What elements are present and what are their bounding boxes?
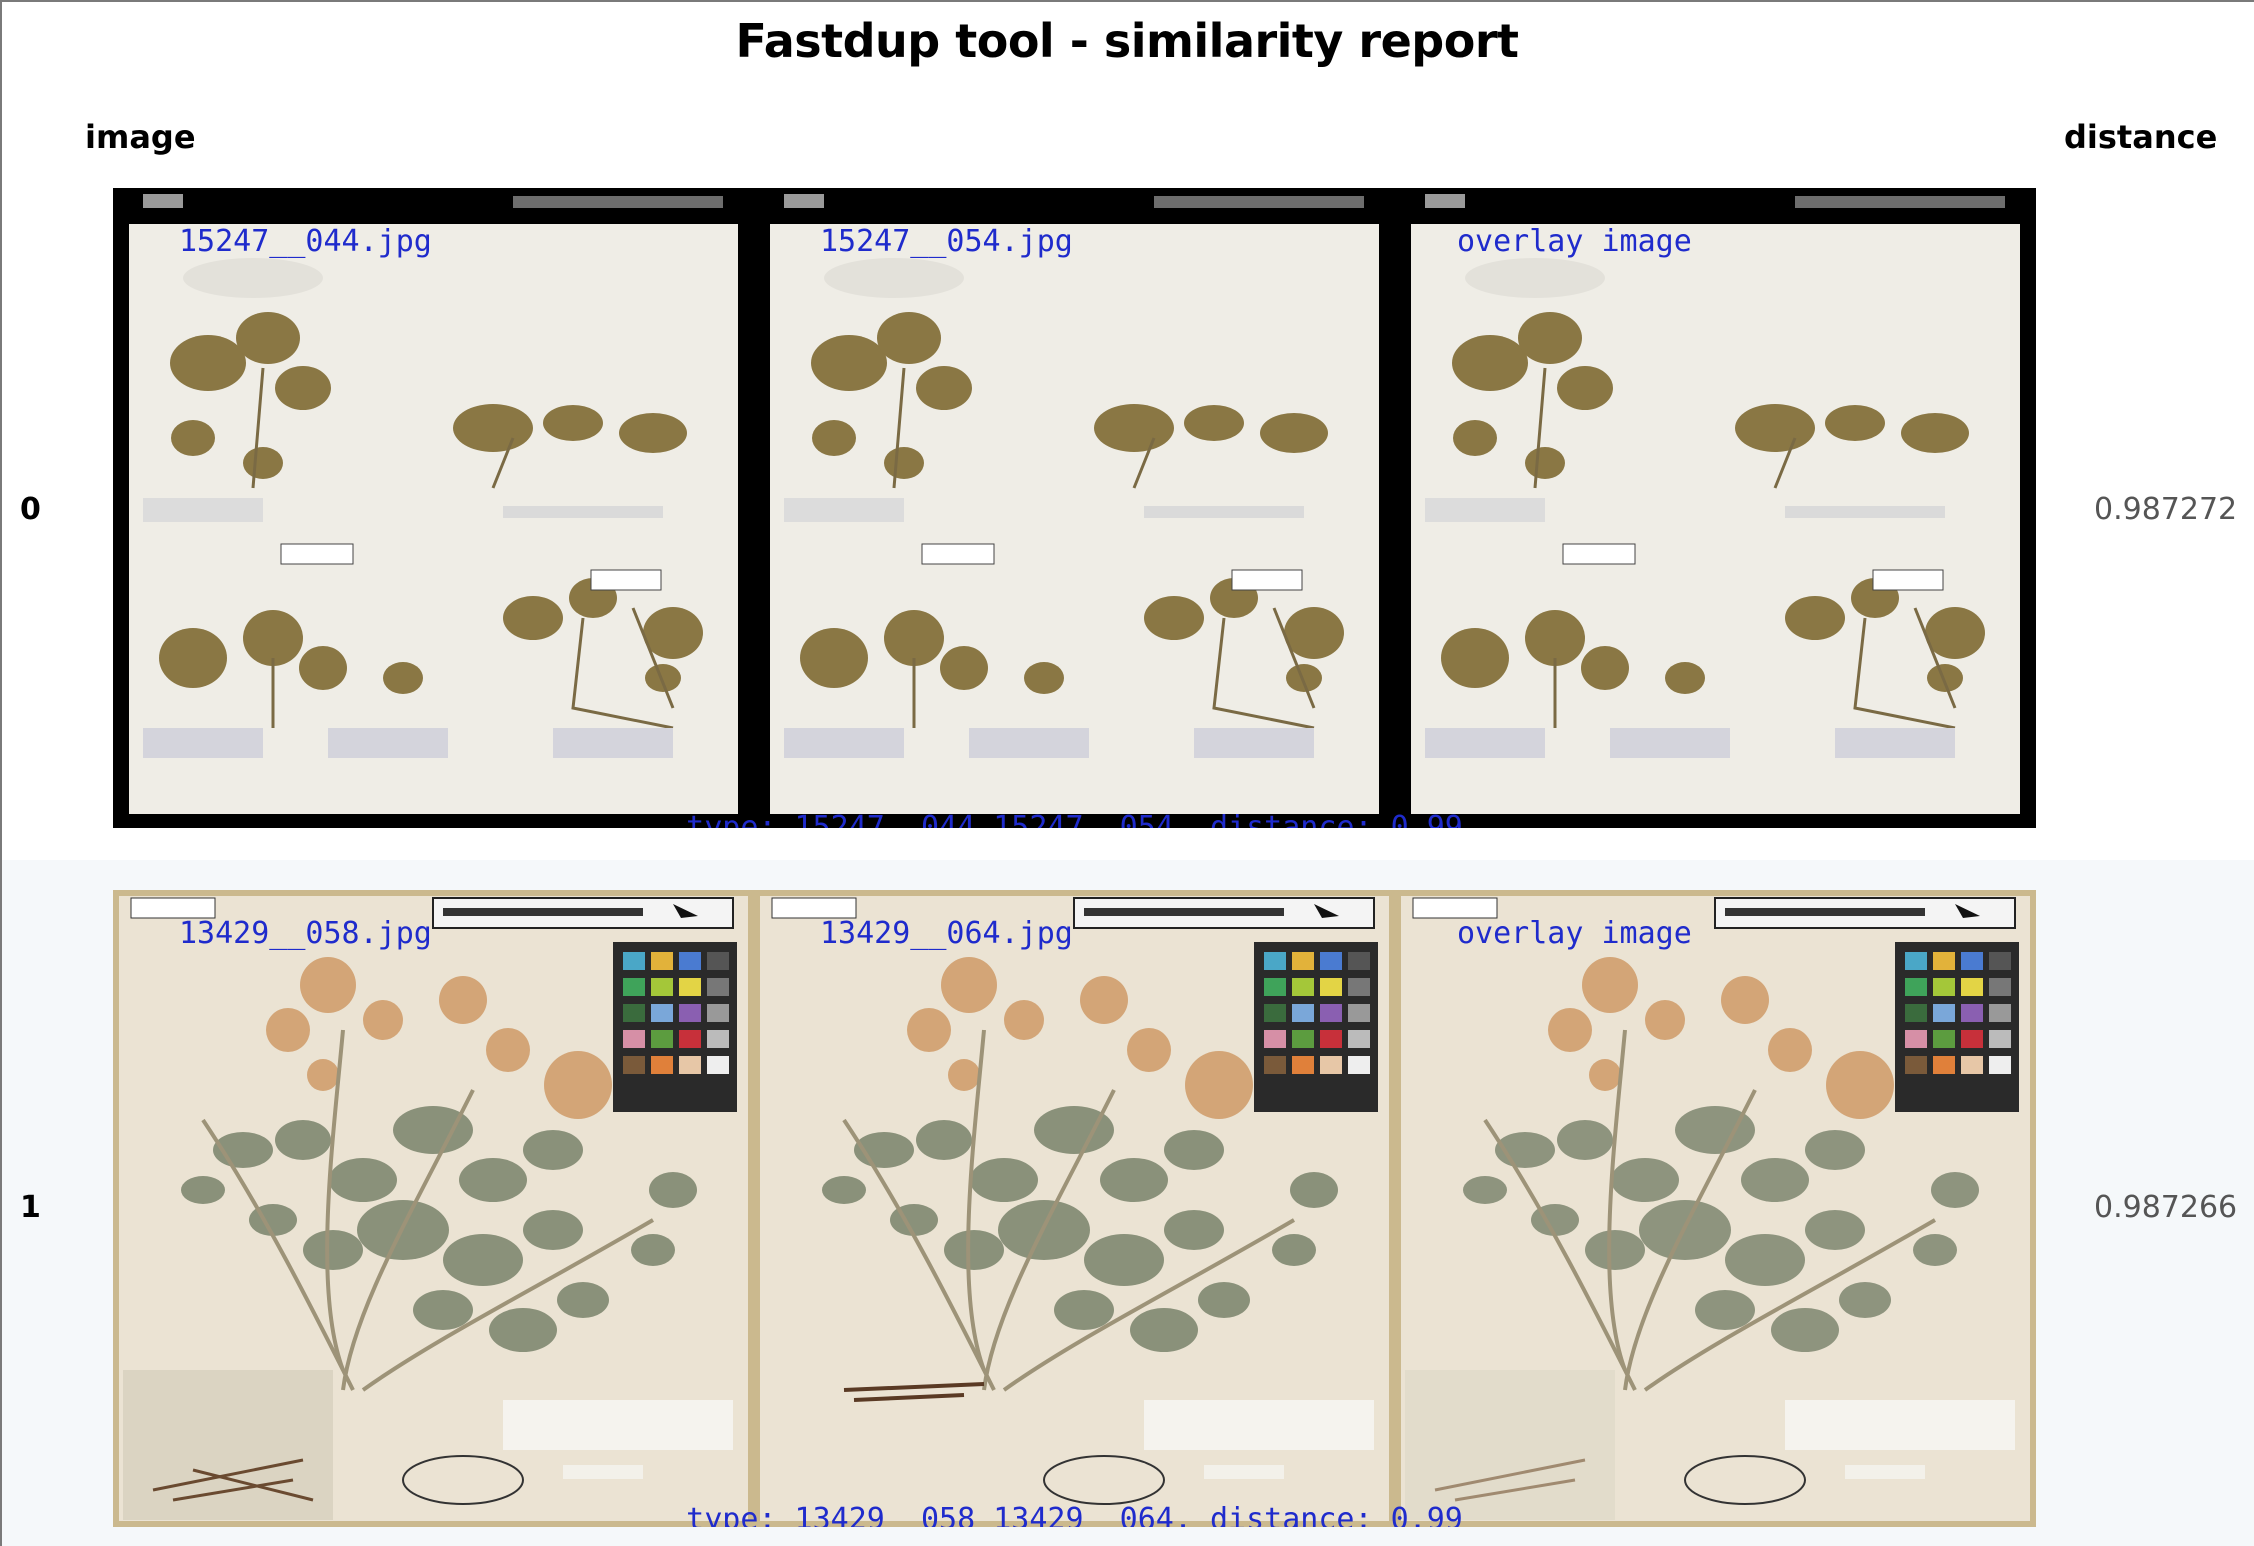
table-row: 0 xyxy=(2,172,2254,860)
overlay-image-label: overlay image xyxy=(1457,916,1692,951)
overlay-image-panel xyxy=(1395,890,2036,1527)
herbarium-image-panel xyxy=(754,188,1395,828)
image-filename-label: 15247__044.jpg xyxy=(179,224,432,259)
overlay-image-panel xyxy=(1395,188,2036,828)
distance-value: 0.987272 xyxy=(2094,492,2238,527)
overlay-image-label: overlay image xyxy=(1457,224,1692,259)
comparison-image-strip[interactable]: 13429__058.jpg xyxy=(113,890,2036,1527)
column-header-distance: distance xyxy=(2064,118,2218,156)
pair-caption: type: 13429__058_13429__064, distance: 0… xyxy=(686,1502,1463,1527)
row-index: 1 xyxy=(20,1190,41,1225)
image-filename-label: 13429__064.jpg xyxy=(820,916,1073,951)
herbarium-image-panel xyxy=(113,890,754,1527)
distance-value: 0.987266 xyxy=(2094,1190,2238,1225)
page-title: Fastdup tool - similarity report xyxy=(735,14,1519,68)
frame-border-left xyxy=(0,0,2,1546)
herbarium-image-panel xyxy=(754,890,1395,1527)
pair-caption: type: 15247__044_15247__054, distance: 0… xyxy=(686,810,1463,828)
comparison-image-strip[interactable]: 15247__044.jpg xyxy=(113,188,2036,828)
image-filename-label: 15247__054.jpg xyxy=(820,224,1073,259)
column-header-image: image xyxy=(85,118,196,156)
image-filename-label: 13429__058.jpg xyxy=(179,916,432,951)
row-index: 0 xyxy=(20,492,41,527)
herbarium-image-panel xyxy=(113,188,754,828)
frame-border-top xyxy=(0,0,2254,2)
table-row: 1 xyxy=(2,860,2254,1546)
